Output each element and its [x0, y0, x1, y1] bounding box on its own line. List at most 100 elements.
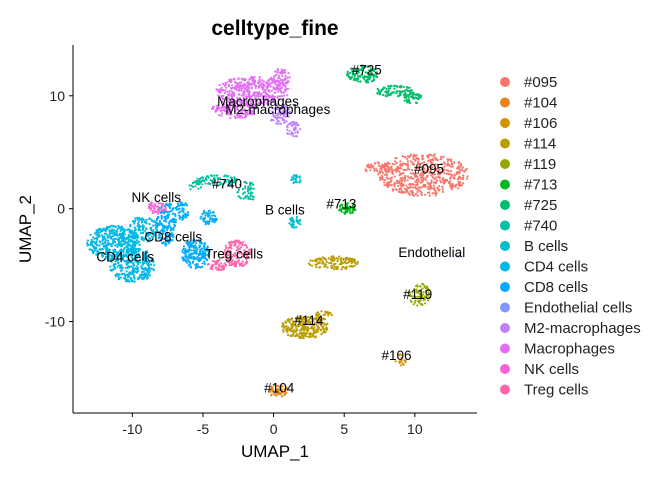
data-point: [282, 118, 285, 121]
data-point: [314, 331, 317, 334]
data-point: [135, 233, 138, 236]
data-point: [233, 179, 236, 182]
data-point: [148, 265, 151, 268]
data-point: [224, 180, 227, 183]
data-point: [125, 244, 128, 248]
data-point: [258, 91, 261, 94]
data-point: [131, 220, 135, 223]
data-point: [248, 184, 251, 187]
data-point: [218, 84, 221, 87]
data-point: [285, 120, 288, 123]
data-point: [222, 82, 225, 85]
data-point: [131, 230, 134, 233]
data-point: [281, 104, 284, 107]
legend-label: #725: [524, 197, 557, 214]
data-point: [299, 128, 302, 131]
data-point: [274, 83, 277, 86]
data-point: [408, 290, 411, 293]
data-point: [120, 269, 123, 272]
data-point: [370, 71, 373, 74]
data-point: [144, 227, 147, 230]
data-point: [197, 182, 200, 185]
data-point: [349, 71, 352, 75]
data-point: [388, 168, 391, 171]
data-point: [161, 232, 164, 235]
data-point: [111, 232, 114, 235]
data-point: [327, 314, 330, 317]
data-point: [136, 255, 139, 258]
data-point: [395, 168, 398, 171]
data-point: [268, 99, 271, 102]
series-m2-macrophages: [267, 103, 302, 138]
data-point: [95, 237, 98, 240]
data-point: [324, 311, 327, 314]
data-point: [134, 244, 137, 247]
data-point: [172, 226, 175, 229]
data-point: [140, 238, 143, 241]
data-point: [266, 93, 270, 96]
data-point: [229, 263, 232, 266]
data-point: [278, 84, 281, 88]
data-point: [384, 179, 387, 182]
data-point: [188, 256, 191, 260]
data-point: [134, 219, 137, 222]
data-point: [126, 273, 130, 276]
data-point: [209, 211, 212, 215]
data-point: [131, 269, 134, 272]
data-point: [137, 276, 140, 279]
legend-label: #114: [524, 136, 556, 153]
data-point: [227, 85, 231, 88]
data-point: [257, 86, 260, 89]
data-point: [136, 266, 139, 270]
data-point: [367, 76, 370, 79]
data-point: [270, 118, 273, 121]
data-point: [391, 162, 394, 166]
data-point: [202, 176, 205, 179]
data-point: [186, 258, 190, 261]
data-point: [124, 237, 127, 241]
data-point: [414, 295, 417, 299]
data-point: [229, 176, 232, 179]
data-point: [163, 227, 166, 230]
data-point: [255, 84, 258, 87]
data-point: [324, 327, 327, 330]
data-point: [306, 328, 309, 331]
data-point: [108, 226, 111, 229]
data-point: [277, 90, 280, 93]
data-point: [416, 295, 419, 298]
data-point: [252, 187, 255, 190]
data-point: [121, 273, 124, 276]
data-point: [419, 296, 422, 299]
data-point: [242, 241, 245, 244]
data-point: [289, 329, 292, 332]
data-point: [383, 167, 386, 170]
data-point: [430, 161, 433, 164]
data-point: [246, 82, 249, 85]
data-point: [189, 263, 192, 266]
data-point: [440, 158, 443, 161]
data-point: [410, 95, 413, 98]
data-point: [102, 252, 105, 255]
data-point: [449, 173, 453, 176]
data-point: [126, 261, 129, 264]
data-point: [319, 259, 322, 262]
data-point: [114, 234, 117, 237]
data-point: [211, 217, 215, 220]
data-point: [394, 160, 397, 163]
data-point: [337, 257, 340, 260]
data-point: [153, 264, 156, 267]
data-point: [130, 265, 133, 268]
data-point: [405, 97, 408, 100]
data-point: [320, 324, 323, 327]
legend-item: Treg cells: [500, 382, 588, 399]
data-point: [187, 249, 190, 252]
data-point: [430, 154, 433, 157]
data-point: [253, 79, 257, 82]
data-point: [411, 95, 415, 98]
data-point: [455, 255, 459, 258]
data-point: [297, 319, 300, 322]
data-point: [381, 87, 384, 90]
data-point: [315, 316, 318, 319]
data-point: [114, 260, 117, 263]
